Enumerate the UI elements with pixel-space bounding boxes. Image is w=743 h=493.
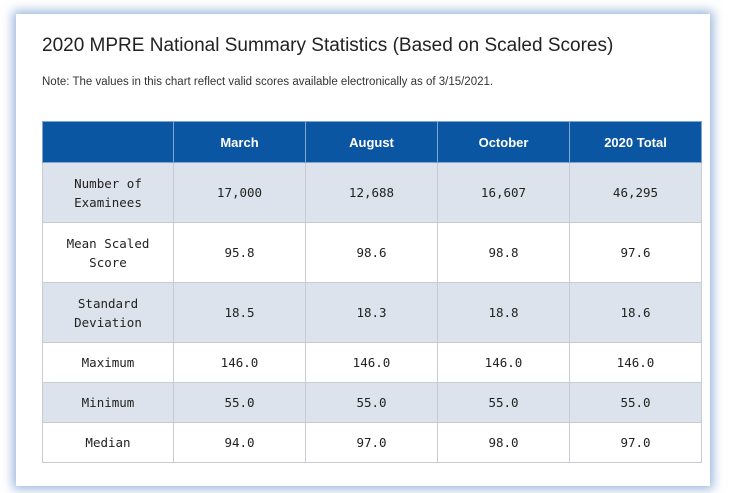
table-cell: 18.6 bbox=[569, 282, 702, 343]
table-cell: 18.3 bbox=[305, 282, 438, 343]
table-cell: 55.0 bbox=[173, 382, 306, 423]
row-label: Minimum bbox=[42, 382, 174, 423]
table-cell: 97.0 bbox=[569, 422, 702, 463]
table-cell: 98.8 bbox=[437, 222, 570, 283]
table-row-median: Median 94.0 97.0 98.0 97.0 bbox=[42, 422, 702, 463]
row-label: Standard Deviation bbox=[42, 282, 174, 343]
table-cell: 12,688 bbox=[305, 162, 438, 223]
table-cell: 98.6 bbox=[305, 222, 438, 283]
summary-card: 2020 MPRE National Summary Statistics (B… bbox=[16, 14, 710, 486]
header-cell-october: October bbox=[437, 121, 570, 163]
table-row-maximum: Maximum 146.0 146.0 146.0 146.0 bbox=[42, 342, 702, 383]
table-cell: 146.0 bbox=[437, 342, 570, 383]
table-row-mean-scaled-score: Mean Scaled Score 95.8 98.6 98.8 97.6 bbox=[42, 222, 702, 283]
row-label: Mean Scaled Score bbox=[42, 222, 174, 283]
header-cell-2020-total: 2020 Total bbox=[569, 121, 702, 163]
table-cell: 16,607 bbox=[437, 162, 570, 223]
row-label: Median bbox=[42, 422, 174, 463]
table-cell: 17,000 bbox=[173, 162, 306, 223]
table-cell: 97.0 bbox=[305, 422, 438, 463]
table-cell: 18.8 bbox=[437, 282, 570, 343]
header-cell-march: March bbox=[173, 121, 306, 163]
table-cell: 46,295 bbox=[569, 162, 702, 223]
table-row-minimum: Minimum 55.0 55.0 55.0 55.0 bbox=[42, 382, 702, 423]
table-cell: 97.6 bbox=[569, 222, 702, 283]
data-note: Note: The values in this chart reflect v… bbox=[42, 76, 494, 88]
table-cell: 146.0 bbox=[305, 342, 438, 383]
table-cell: 55.0 bbox=[569, 382, 702, 423]
row-label: Maximum bbox=[42, 342, 174, 383]
row-label: Number of Examinees bbox=[42, 162, 174, 223]
table-cell: 55.0 bbox=[437, 382, 570, 423]
table-cell: 98.0 bbox=[437, 422, 570, 463]
table-cell: 55.0 bbox=[305, 382, 438, 423]
page-title: 2020 MPRE National Summary Statistics (B… bbox=[42, 35, 614, 56]
header-cell-blank bbox=[42, 121, 174, 163]
table-header-row: March August October 2020 Total bbox=[42, 121, 702, 163]
table-cell: 146.0 bbox=[173, 342, 306, 383]
summary-statistics-table: March August October 2020 Total Number o… bbox=[42, 121, 702, 463]
header-cell-august: August bbox=[305, 121, 438, 163]
table-cell: 94.0 bbox=[173, 422, 306, 463]
table-cell: 146.0 bbox=[569, 342, 702, 383]
table-row-number-of-examinees: Number of Examinees 17,000 12,688 16,607… bbox=[42, 162, 702, 223]
table-cell: 95.8 bbox=[173, 222, 306, 283]
table-row-standard-deviation: Standard Deviation 18.5 18.3 18.8 18.6 bbox=[42, 282, 702, 343]
table-cell: 18.5 bbox=[173, 282, 306, 343]
